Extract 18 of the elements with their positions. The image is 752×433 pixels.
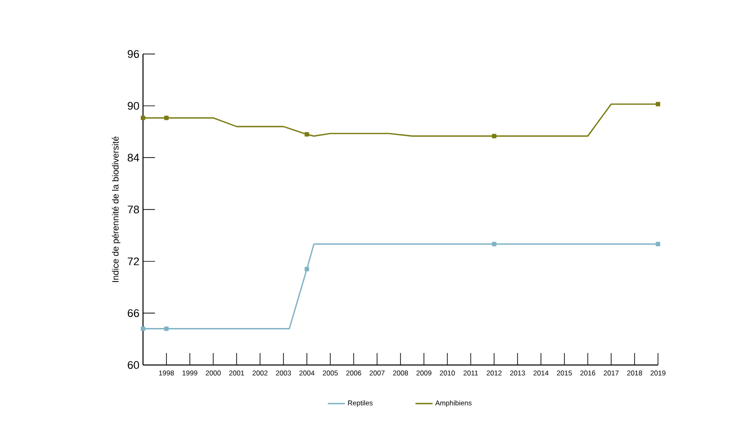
point [140, 326, 146, 331]
y-tick-label: 60 [128, 361, 140, 369]
point [140, 116, 146, 120]
point [656, 242, 660, 246]
point [492, 134, 496, 138]
point [164, 326, 169, 331]
point [492, 242, 496, 246]
point [304, 132, 310, 137]
y-tick-label: 84 [128, 154, 140, 162]
point [656, 102, 660, 106]
y-tick-label: 72 [128, 257, 139, 266]
y-tick-label: 78 [128, 206, 139, 214]
y-tick-label: 90 [128, 102, 140, 110]
y-tick-label: 66 [128, 309, 139, 318]
y-tick-label: 96 [128, 50, 139, 58]
point [164, 116, 169, 120]
point [304, 266, 310, 272]
y-axis-title: Indice de pérennité de la biodiversité [112, 136, 120, 282]
